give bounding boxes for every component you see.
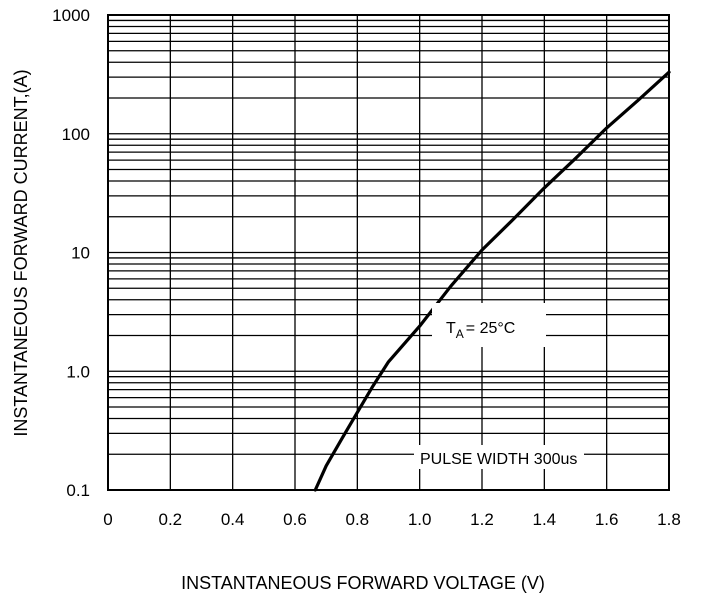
temperature-annotation-sub: A — [456, 327, 464, 341]
x-tick-label: 0.2 — [159, 510, 183, 529]
temperature-annotation-main: T — [446, 320, 456, 337]
y-tick-label: 100 — [62, 125, 90, 144]
x-tick-label: 0.8 — [346, 510, 370, 529]
plot-frame — [107, 14, 670, 491]
x-tick-label: 1.4 — [533, 510, 557, 529]
temperature-label-bg — [432, 303, 546, 347]
x-axis-title: INSTANTANEOUS FORWARD VOLTAGE (V) — [181, 573, 545, 593]
y-tick-label: 1.0 — [66, 362, 90, 381]
y-axis-title: INSTANTANEOUS FORWARD CURRENT,(A) — [11, 69, 31, 436]
x-tick-labels: 0 0.2 0.4 0.6 0.8 1.0 1.2 1.4 1.6 1.8 — [103, 510, 681, 529]
temperature-annotation-rest: = 25°C — [466, 320, 516, 337]
x-tick-label: 1.8 — [657, 510, 681, 529]
x-tick-label: 1.0 — [408, 510, 432, 529]
y-tick-label: 10 — [71, 244, 90, 263]
pulse-label-bg — [414, 445, 584, 469]
series-line — [313, 70, 671, 492]
x-tick-label: 0 — [103, 510, 112, 529]
pulse-width-annotation: PULSE WIDTH 300us — [420, 451, 577, 468]
y-tick-labels: 0.1 1.0 10 100 1000 — [52, 6, 90, 500]
y-tick-label: 0.1 — [66, 481, 90, 500]
temperature-annotation: TA = 25°C — [446, 320, 515, 341]
x-tick-label: 1.2 — [470, 510, 494, 529]
x-tick-label: 1.6 — [595, 510, 619, 529]
x-tick-label: 0.6 — [283, 510, 307, 529]
x-tick-label: 0.4 — [221, 510, 245, 529]
y-tick-label: 1000 — [52, 6, 90, 25]
grid — [107, 14, 670, 491]
